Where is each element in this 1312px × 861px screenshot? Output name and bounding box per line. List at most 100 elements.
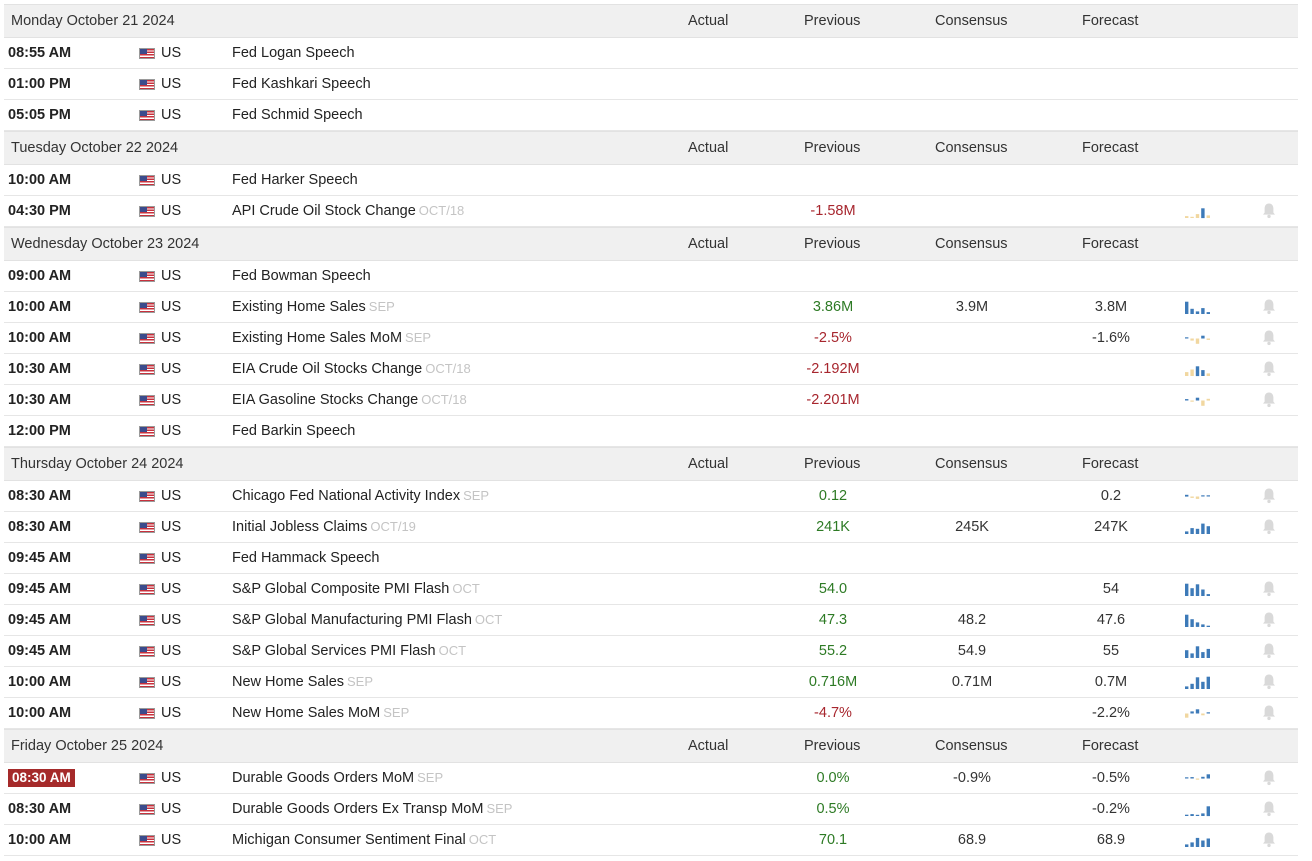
- event-row[interactable]: 08:30 AM US Initial Jobless Claims OCT/19 24…: [4, 512, 1298, 543]
- event-row[interactable]: 12:00 PM US Fed Barkin Speech: [4, 416, 1298, 447]
- event-title[interactable]: API Crude Oil Stock Change: [232, 203, 416, 219]
- event-name[interactable]: Chicago Fed National Activity Index SEP: [232, 481, 489, 511]
- sparkline-bar: [1201, 713, 1205, 716]
- event-row[interactable]: 08:30 AM US Durable Goods Orders Ex Transp…: [4, 794, 1298, 825]
- event-row[interactable]: 09:00 AM US Fed Bowman Speech: [4, 261, 1298, 292]
- event-name[interactable]: EIA Gasoline Stocks Change OCT/18: [232, 385, 467, 415]
- event-title[interactable]: Fed Bowman Speech: [232, 268, 371, 284]
- bell-icon[interactable]: [1261, 642, 1277, 660]
- event-name[interactable]: Fed Logan Speech: [232, 38, 355, 68]
- event-row[interactable]: 10:00 AM US New Home Sales SEP 0.716M 0.71M 0.…: [4, 667, 1298, 698]
- sparkline-chart-icon[interactable]: [1184, 520, 1212, 536]
- bell-icon[interactable]: [1261, 360, 1277, 378]
- event-row[interactable]: 10:00 AM US Existing Home Sales SEP 3.86M 3.9…: [4, 292, 1298, 323]
- event-title[interactable]: Fed Barkin Speech: [232, 423, 356, 439]
- event-name[interactable]: API Crude Oil Stock Change OCT/18: [232, 196, 464, 226]
- bell-icon[interactable]: [1261, 202, 1277, 220]
- bell-icon[interactable]: [1261, 580, 1277, 598]
- event-row[interactable]: 04:30 PM US API Crude Oil Stock Change OCT/…: [4, 196, 1298, 227]
- event-name[interactable]: Fed Schmid Speech: [232, 100, 363, 130]
- event-row[interactable]: 10:30 AM US EIA Gasoline Stocks Change OCT/…: [4, 385, 1298, 416]
- bell-icon[interactable]: [1261, 769, 1277, 787]
- bell-icon[interactable]: [1261, 704, 1277, 722]
- event-row[interactable]: 10:00 AM US Existing Home Sales MoM SEP -2.5…: [4, 323, 1298, 354]
- event-row[interactable]: 09:45 AM US S&P Global Services PMI Flash O…: [4, 636, 1298, 667]
- event-name[interactable]: Durable Goods Orders MoM SEP: [232, 763, 443, 793]
- event-title[interactable]: New Home Sales: [232, 674, 345, 690]
- event-row[interactable]: 05:05 PM US Fed Schmid Speech: [4, 100, 1298, 131]
- event-row[interactable]: 10:30 AM US EIA Crude Oil Stocks Change OCT…: [4, 354, 1298, 385]
- sparkline-chart-icon[interactable]: [1184, 644, 1212, 660]
- event-row[interactable]: 10:00 AM US Michigan Consumer Sentiment Fi…: [4, 825, 1298, 856]
- event-title[interactable]: Fed Logan Speech: [232, 45, 355, 61]
- event-name[interactable]: Existing Home Sales SEP: [232, 292, 395, 322]
- event-title[interactable]: S&P Global Services PMI Flash: [232, 643, 436, 659]
- event-row[interactable]: 09:45 AM US Fed Hammack Speech: [4, 543, 1298, 574]
- event-name[interactable]: EIA Crude Oil Stocks Change OCT/18: [232, 354, 471, 384]
- event-title[interactable]: Existing Home Sales: [232, 299, 366, 315]
- bell-icon[interactable]: [1261, 611, 1277, 629]
- event-row[interactable]: 10:00 AM US New Home Sales MoM SEP -4.7% -2.2…: [4, 698, 1298, 729]
- sparkline-chart-icon[interactable]: [1184, 675, 1212, 691]
- event-name[interactable]: Existing Home Sales MoM SEP: [232, 323, 431, 353]
- event-row[interactable]: 09:45 AM US S&P Global Composite PMI Flash…: [4, 574, 1298, 605]
- event-row[interactable]: 08:30 AM US Durable Goods Orders MoM SEP 0.0…: [4, 763, 1298, 794]
- event-name[interactable]: S&P Global Manufacturing PMI Flash OCT: [232, 605, 502, 635]
- event-name[interactable]: S&P Global Services PMI Flash OCT: [232, 636, 466, 666]
- bell-icon[interactable]: [1261, 831, 1277, 849]
- event-title[interactable]: Chicago Fed National Activity Index: [232, 488, 461, 504]
- sparkline-chart-icon[interactable]: [1184, 489, 1212, 505]
- event-title[interactable]: Fed Hammack Speech: [232, 550, 380, 566]
- event-name[interactable]: Initial Jobless Claims OCT/19: [232, 512, 416, 542]
- sparkline-chart-icon[interactable]: [1184, 204, 1212, 220]
- event-row[interactable]: 08:55 AM US Fed Logan Speech: [4, 38, 1298, 69]
- sparkline-bar: [1185, 614, 1189, 627]
- event-title[interactable]: Durable Goods Orders MoM: [232, 770, 415, 786]
- bell-icon[interactable]: [1261, 518, 1277, 536]
- event-name[interactable]: New Home Sales SEP: [232, 667, 373, 697]
- sparkline-chart-icon[interactable]: [1184, 300, 1212, 316]
- bell-icon[interactable]: [1261, 800, 1277, 818]
- bell-icon[interactable]: [1261, 329, 1277, 347]
- sparkline-chart-icon[interactable]: [1184, 771, 1212, 787]
- bell-icon[interactable]: [1261, 298, 1277, 316]
- sparkline-chart-icon[interactable]: [1184, 393, 1212, 409]
- bell-icon[interactable]: [1261, 487, 1277, 505]
- event-row[interactable]: 10:00 AM US Fed Harker Speech: [4, 165, 1298, 196]
- event-name[interactable]: Michigan Consumer Sentiment Final OCT: [232, 825, 496, 855]
- event-title[interactable]: Fed Harker Speech: [232, 172, 358, 188]
- sparkline-chart-icon[interactable]: [1184, 582, 1212, 598]
- event-title[interactable]: New Home Sales MoM: [232, 705, 381, 721]
- event-title[interactable]: Fed Schmid Speech: [232, 107, 363, 123]
- event-name[interactable]: Fed Kashkari Speech: [232, 69, 371, 99]
- sparkline-chart-icon[interactable]: [1184, 362, 1212, 378]
- sparkline-chart-icon[interactable]: [1184, 833, 1212, 849]
- sparkline-chart-icon[interactable]: [1184, 802, 1212, 818]
- event-name[interactable]: Fed Barkin Speech: [232, 416, 355, 446]
- event-name[interactable]: Fed Hammack Speech: [232, 543, 379, 573]
- event-row[interactable]: 08:30 AM US Chicago Fed National Activity …: [4, 481, 1298, 512]
- event-title[interactable]: Initial Jobless Claims: [232, 519, 368, 535]
- bell-icon[interactable]: [1261, 673, 1277, 691]
- event-name[interactable]: Durable Goods Orders Ex Transp MoM SEP: [232, 794, 512, 824]
- event-time: 10:00 AM: [8, 705, 72, 721]
- sparkline-chart-icon[interactable]: [1184, 331, 1212, 347]
- event-time: 10:30 AM: [8, 361, 72, 377]
- event-title[interactable]: S&P Global Composite PMI Flash: [232, 581, 450, 597]
- event-row[interactable]: 01:00 PM US Fed Kashkari Speech: [4, 69, 1298, 100]
- event-name[interactable]: New Home Sales MoM SEP: [232, 698, 409, 728]
- event-title[interactable]: Existing Home Sales MoM: [232, 330, 403, 346]
- event-name[interactable]: Fed Bowman Speech: [232, 261, 371, 291]
- event-name[interactable]: S&P Global Composite PMI Flash OCT: [232, 574, 480, 604]
- event-title[interactable]: Fed Kashkari Speech: [232, 76, 371, 92]
- bell-icon[interactable]: [1261, 391, 1277, 409]
- event-title[interactable]: EIA Crude Oil Stocks Change: [232, 361, 423, 377]
- event-row[interactable]: 09:45 AM US S&P Global Manufacturing PMI F…: [4, 605, 1298, 636]
- sparkline-chart-icon[interactable]: [1184, 706, 1212, 722]
- event-title[interactable]: EIA Gasoline Stocks Change: [232, 392, 419, 408]
- event-title[interactable]: S&P Global Manufacturing PMI Flash: [232, 612, 472, 628]
- event-title[interactable]: Michigan Consumer Sentiment Final: [232, 832, 466, 848]
- event-title[interactable]: Durable Goods Orders Ex Transp MoM: [232, 801, 484, 817]
- event-name[interactable]: Fed Harker Speech: [232, 165, 358, 195]
- sparkline-chart-icon[interactable]: [1184, 613, 1212, 629]
